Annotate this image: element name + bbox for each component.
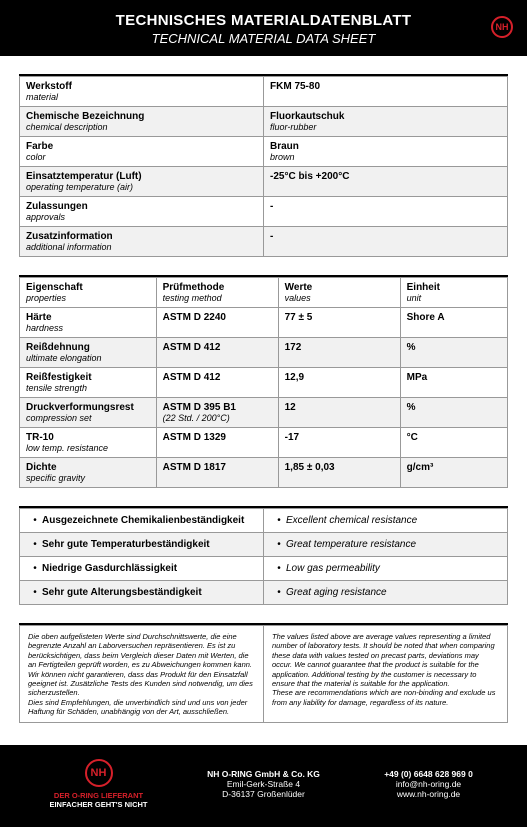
disclaimer-table: Die oben aufgelisteten Werte sind Durchs… [19,625,508,723]
feature-de: •Sehr gute Temperaturbeständigkeit [20,533,264,557]
property-unit: % [400,398,507,428]
feature-de: •Sehr gute Alterungsbeständigkeit [20,581,264,605]
footer-email: info@nh-oring.de [346,779,511,789]
feature-en: •Low gas permeability [264,557,508,581]
property-name: Reißdehnungultimate elongation [20,338,157,368]
material-value: FKM 75-80 [264,77,508,107]
property-value: 77 ± 5 [278,308,400,338]
property-unit: MPa [400,368,507,398]
property-value: 1,85 ± 0,03 [278,458,400,488]
property-method: ASTM D 1329 [156,428,278,458]
disclaimer-de: Die oben aufgelisteten Werte sind Durchs… [20,626,264,723]
property-row: Reißdehnungultimate elongationASTM D 412… [20,338,508,368]
property-row: Druckverformungsrestcompression setASTM … [20,398,508,428]
feature-en: •Great aging resistance [264,581,508,605]
property-value: -17 [278,428,400,458]
header-title: TECHNISCHES MATERIALDATENBLATT [0,12,527,29]
property-method: ASTM D 2240 [156,308,278,338]
footer-slogan-2: EINFACHER GEHT'S NICHT [16,800,181,809]
footer-slogan-1: DER O-RING LIEFERANT [16,791,181,800]
property-value: 12,9 [278,368,400,398]
property-name: Härtehardness [20,308,157,338]
footer-address: NH O-RING GmbH & Co. KG Emil-Gerk-Straße… [181,769,346,799]
material-row: FarbecolorBraunbrown [20,137,508,167]
material-row: Zulassungenapprovals- [20,197,508,227]
property-method: ASTM D 412 [156,338,278,368]
feature-en: •Great temperature resistance [264,533,508,557]
property-row: TR-10low temp. resistanceASTM D 1329-17°… [20,428,508,458]
properties-section: Eigenschaftproperties Prüfmethodetesting… [19,275,508,488]
property-unit: °C [400,428,507,458]
features-section: •Ausgezeichnete Chemikalienbeständigkeit… [19,506,508,605]
material-row: Zusatzinformationadditional information- [20,227,508,257]
page: TECHNISCHES MATERIALDATENBLATT TECHNICAL… [0,0,527,827]
property-name: TR-10low temp. resistance [20,428,157,458]
property-unit: Shore A [400,308,507,338]
footer-bar: NH DER O-RING LIEFERANT EINFACHER GEHT'S… [0,745,527,827]
properties-table: Eigenschaftproperties Prüfmethodetesting… [19,277,508,488]
property-row: Reißfestigkeittensile strengthASTM D 412… [20,368,508,398]
property-unit: % [400,338,507,368]
footer-contact: +49 (0) 6648 628 969 0 info@nh-oring.de … [346,769,511,799]
col-value: Wertevalues [278,278,400,308]
material-label: Chemische Bezeichnungchemical descriptio… [20,107,264,137]
material-value: - [264,227,508,257]
material-value: - [264,197,508,227]
property-row: Dichtespecific gravityASTM D 18171,85 ± … [20,458,508,488]
feature-de: •Ausgezeichnete Chemikalienbeständigkeit [20,509,264,533]
material-label: Einsatztemperatur (Luft)operating temper… [20,167,264,197]
feature-row: •Sehr gute Temperaturbeständigkeit•Great… [20,533,508,557]
property-name: Druckverformungsrestcompression set [20,398,157,428]
material-label: Zusatzinformationadditional information [20,227,264,257]
feature-de: •Niedrige Gasdurchlässigkeit [20,557,264,581]
material-table: WerkstoffmaterialFKM 75-80Chemische Beze… [19,76,508,257]
property-method: ASTM D 395 B1(22 Std. / 200°C) [156,398,278,428]
property-unit: g/cm³ [400,458,507,488]
footer-city: D-36137 Großenlüder [181,789,346,799]
material-row: Einsatztemperatur (Luft)operating temper… [20,167,508,197]
header-logo-icon: NH [491,16,513,38]
material-value: Fluorkautschukfluor-rubber [264,107,508,137]
material-row: Chemische Bezeichnungchemical descriptio… [20,107,508,137]
material-label: Zulassungenapprovals [20,197,264,227]
property-value: 172 [278,338,400,368]
footer-phone: +49 (0) 6648 628 969 0 [346,769,511,779]
property-row: HärtehardnessASTM D 224077 ± 5Shore A [20,308,508,338]
feature-row: •Ausgezeichnete Chemikalienbeständigkeit… [20,509,508,533]
col-property: Eigenschaftproperties [20,278,157,308]
footer-company: NH O-RING GmbH & Co. KG [181,769,346,779]
feature-en: •Excellent chemical resistance [264,509,508,533]
property-name: Reißfestigkeittensile strength [20,368,157,398]
material-value: Braunbrown [264,137,508,167]
material-label: Werkstoffmaterial [20,77,264,107]
property-name: Dichtespecific gravity [20,458,157,488]
col-unit: Einheitunit [400,278,507,308]
footer-street: Emil-Gerk-Straße 4 [181,779,346,789]
property-method: ASTM D 1817 [156,458,278,488]
property-method: ASTM D 412 [156,368,278,398]
material-label: Farbecolor [20,137,264,167]
footer-left: NH DER O-RING LIEFERANT EINFACHER GEHT'S… [16,759,181,809]
footer-web: www.nh-oring.de [346,789,511,799]
features-table: •Ausgezeichnete Chemikalienbeständigkeit… [19,508,508,605]
property-value: 12 [278,398,400,428]
feature-row: •Niedrige Gasdurchlässigkeit•Low gas per… [20,557,508,581]
material-value: -25°C bis +200°C [264,167,508,197]
footer-logo-icon: NH [85,759,113,787]
material-section: WerkstoffmaterialFKM 75-80Chemische Beze… [19,74,508,257]
feature-row: •Sehr gute Alterungsbeständigkeit•Great … [20,581,508,605]
disclaimer-en: The values listed above are average valu… [264,626,508,723]
col-method: Prüfmethodetesting method [156,278,278,308]
header-bar: TECHNISCHES MATERIALDATENBLATT TECHNICAL… [0,0,527,56]
disclaimer-section: Die oben aufgelisteten Werte sind Durchs… [19,623,508,723]
header-subtitle: TECHNICAL MATERIAL DATA SHEET [0,31,527,46]
material-row: WerkstoffmaterialFKM 75-80 [20,77,508,107]
